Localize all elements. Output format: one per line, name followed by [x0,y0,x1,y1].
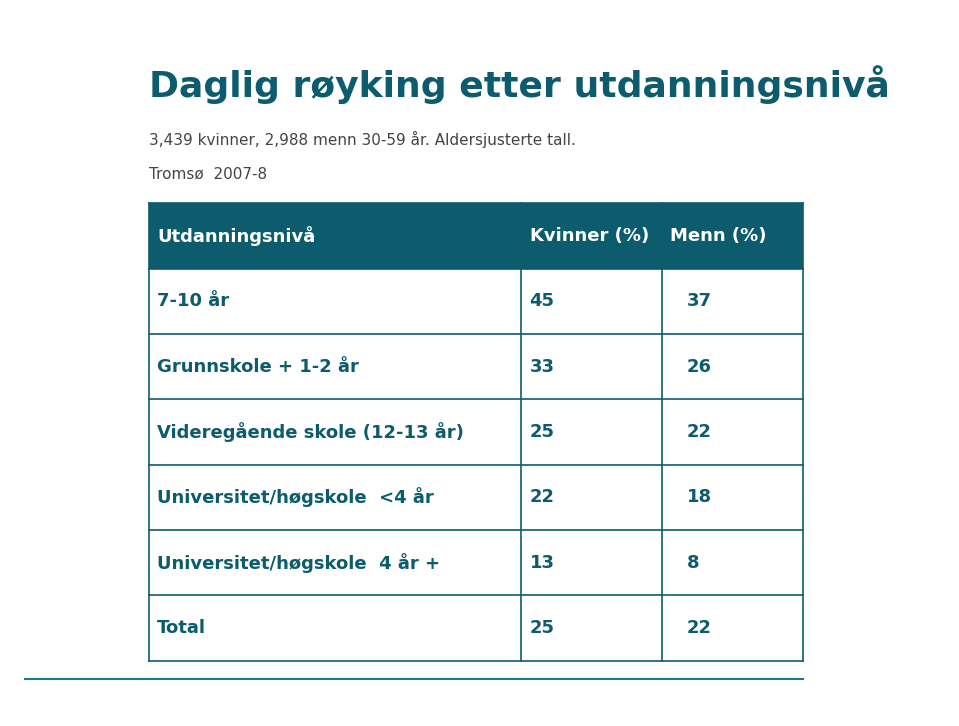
Text: Grunnskole + 1-2 år: Grunnskole + 1-2 år [157,358,359,375]
Text: 25: 25 [529,619,554,637]
Text: 7-10 år: 7-10 år [157,293,229,310]
FancyBboxPatch shape [149,399,803,465]
Text: 8: 8 [687,554,699,571]
Text: Daglig røyking etter utdanningsnivå: Daglig røyking etter utdanningsnivå [149,65,890,105]
Text: 22: 22 [687,619,712,637]
Text: 26: 26 [687,358,712,375]
Text: 22: 22 [529,489,554,506]
Text: Videregående skole (12-13 år): Videregående skole (12-13 år) [157,422,464,442]
Text: Total: Total [157,619,206,637]
Text: 22: 22 [687,423,712,441]
Text: Universitet/høgskole  <4 år: Universitet/høgskole <4 år [157,487,434,507]
Text: Kvinner (%): Kvinner (%) [529,227,649,245]
Text: 33: 33 [529,358,554,375]
FancyBboxPatch shape [149,595,803,661]
Text: Universitet/høgskole  4 år +: Universitet/høgskole 4 år + [157,552,440,573]
Text: Utdanningsnivå: Utdanningsnivå [157,226,316,246]
Text: Menn (%): Menn (%) [670,227,767,245]
Text: Tromsø  2007-8: Tromsø 2007-8 [149,167,268,182]
Text: 18: 18 [687,489,712,506]
FancyBboxPatch shape [149,203,803,269]
Text: 37: 37 [687,293,712,310]
Text: 25: 25 [529,423,554,441]
Text: 3,439 kvinner, 2,988 menn 30-59 år. Aldersjusterte tall.: 3,439 kvinner, 2,988 menn 30-59 år. Alde… [149,131,575,147]
FancyBboxPatch shape [149,530,803,595]
FancyBboxPatch shape [149,334,803,399]
Text: 45: 45 [529,293,554,310]
Text: 13: 13 [529,554,554,571]
FancyBboxPatch shape [149,269,803,334]
FancyBboxPatch shape [149,465,803,530]
